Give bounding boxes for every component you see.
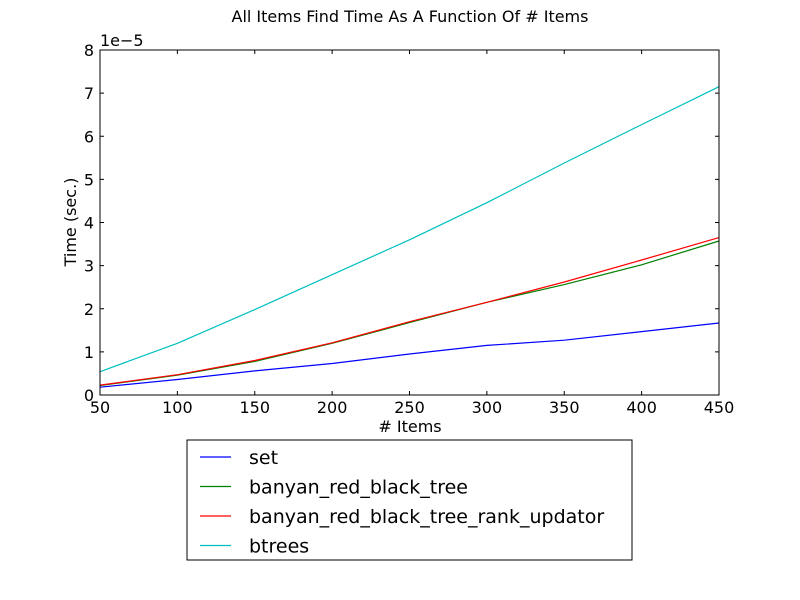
legend-label-0: set — [249, 447, 278, 469]
x-tick-label: 250 — [394, 398, 425, 417]
series-line-2 — [99, 237, 720, 386]
legend: set banyan_red_black_tree banyan_red_black… — [186, 439, 633, 561]
y-tick-label: 2 — [84, 300, 94, 319]
series-line-0 — [99, 322, 720, 388]
y-tick-label: 7 — [84, 84, 94, 103]
x-tick-label: 450 — [704, 398, 735, 417]
x-tick-label: 50 — [90, 398, 110, 417]
x-axis-label: # Items — [378, 417, 441, 436]
y-tick-label: 8 — [84, 41, 94, 60]
y-tick-label: 1 — [84, 343, 94, 362]
legend-label-3: btrees — [249, 536, 309, 558]
y-tick-label: 0 — [84, 386, 94, 405]
x-tick-label: 400 — [626, 398, 657, 417]
x-tick-label: 200 — [317, 398, 348, 417]
legend-label-2: banyan_red_black_tree_rank_updator — [249, 506, 604, 528]
y-tick-label: 3 — [84, 257, 94, 276]
plot-frame — [99, 49, 720, 396]
y-tick-label: 6 — [84, 127, 94, 146]
chart-title: All Items Find Time As A Function Of # I… — [232, 7, 589, 26]
y-axis-label: Time (sec.) — [61, 178, 80, 268]
y-tick-label: 4 — [84, 214, 94, 233]
x-tick-label: 300 — [472, 398, 503, 417]
y-offset-label: 1e−5 — [100, 31, 144, 50]
x-tick-label: 100 — [162, 398, 193, 417]
legend-box — [186, 439, 633, 561]
y-tick-label: 5 — [84, 170, 94, 189]
series-line-1 — [99, 240, 720, 387]
x-tick-label: 350 — [549, 398, 580, 417]
plot-area: 50 100 150 200 250 300 350 400 450 0 1 2 3 4 5 6 7 8 — [84, 41, 734, 417]
series-line-3 — [99, 86, 720, 373]
legend-label-1: banyan_red_black_tree — [249, 477, 468, 499]
x-tick-label: 150 — [239, 398, 270, 417]
